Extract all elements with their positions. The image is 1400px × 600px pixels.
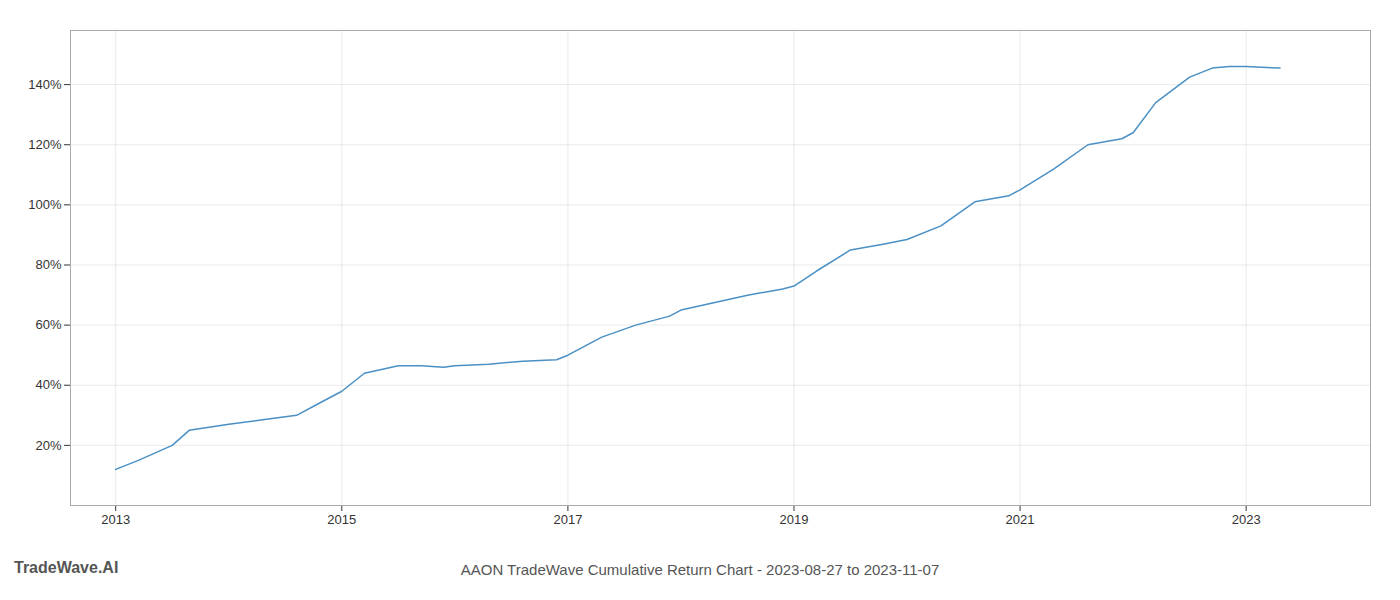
html-text:TradeWave.AI: TradeWave.AI	[14, 559, 119, 576]
svg-text:60%: 60%	[35, 317, 61, 332]
svg-text:2015: 2015	[327, 512, 356, 527]
svg-text:80%: 80%	[35, 257, 61, 272]
svg-text:2023: 2023	[1232, 512, 1261, 527]
svg-text:120%: 120%	[28, 137, 62, 152]
svg-text:140%: 140%	[28, 77, 62, 92]
svg-text:2019: 2019	[780, 512, 809, 527]
html-text:AAON TradeWave Cumulative Retu: AAON TradeWave Cumulative Return Chart -…	[460, 561, 940, 578]
svg-text:2017: 2017	[553, 512, 582, 527]
svg-text:20%: 20%	[35, 438, 61, 453]
svg-text:2021: 2021	[1006, 512, 1035, 527]
svg-text:100%: 100%	[28, 197, 62, 212]
svg-text:40%: 40%	[35, 377, 61, 392]
svg-text:2013: 2013	[101, 512, 130, 527]
